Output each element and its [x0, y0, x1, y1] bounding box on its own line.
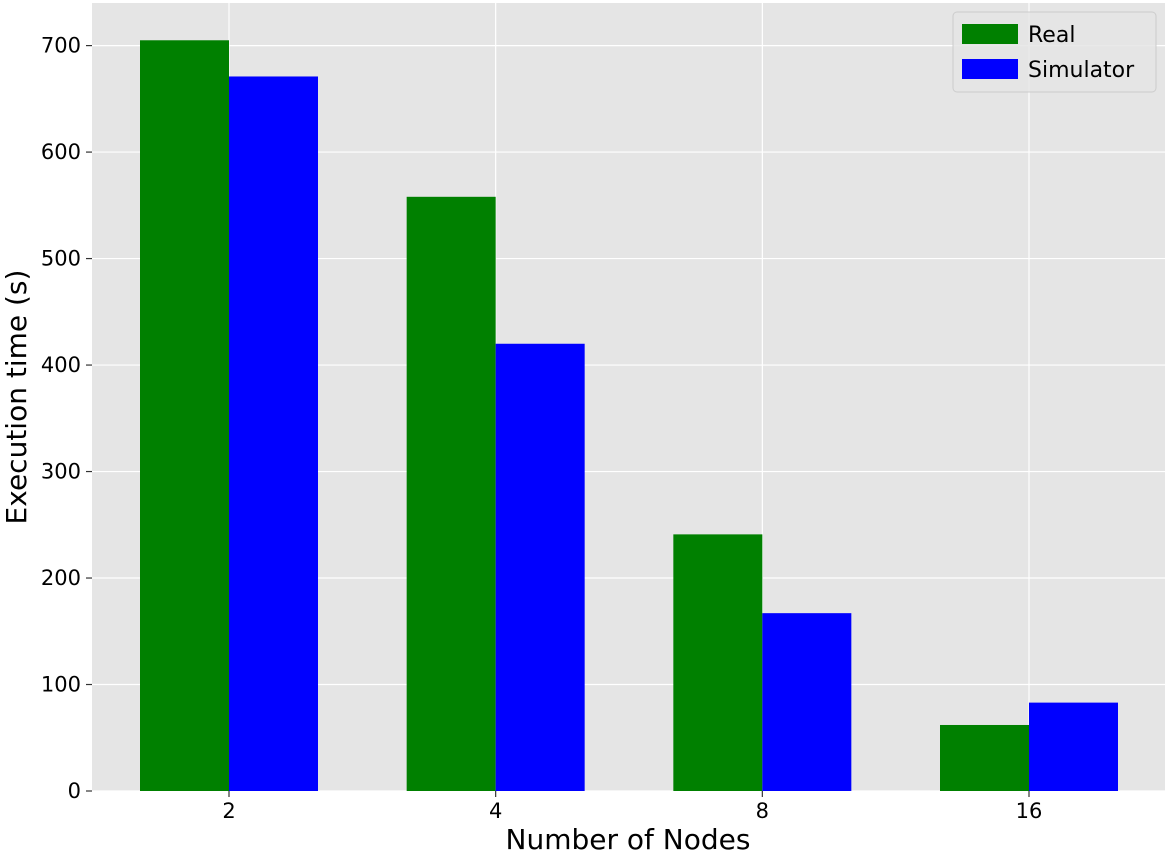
legend-label-simulator: Simulator [1028, 58, 1135, 83]
x-tick-label: 8 [756, 799, 769, 823]
y-axis-ticks: 0 100 200 300 400 500 600 700 [41, 34, 92, 803]
x-axis-ticks: 2 4 8 16 [222, 791, 1042, 823]
legend-swatch-simulator [962, 59, 1018, 79]
y-tick-label: 200 [41, 566, 81, 590]
y-tick-label: 100 [41, 673, 81, 697]
bar-simulator-8 [762, 613, 852, 791]
bar-simulator-4 [495, 343, 585, 791]
y-tick-label: 700 [41, 34, 81, 58]
y-tick-label: 400 [41, 353, 81, 377]
bar-simulator-2 [229, 76, 318, 791]
legend: Real Simulator [952, 11, 1157, 93]
legend-label-real: Real [1028, 23, 1075, 48]
x-tick-label: 2 [222, 799, 235, 823]
y-tick-label: 0 [68, 779, 81, 803]
x-tick-label: 4 [489, 799, 502, 823]
bar-real-16 [940, 724, 1029, 791]
bars [140, 40, 1118, 792]
y-tick-label: 600 [41, 140, 81, 164]
legend-swatch-real [962, 24, 1018, 44]
bar-real-2 [140, 40, 229, 792]
bar-real-4 [406, 196, 496, 791]
y-tick-label: 500 [41, 247, 81, 271]
bar-real-8 [673, 534, 763, 791]
y-axis-label: Execution time (s) [0, 270, 33, 525]
bar-simulator-16 [1029, 702, 1118, 791]
x-tick-label: 16 [1016, 799, 1043, 823]
y-tick-label: 300 [41, 460, 81, 484]
x-axis-label: Number of Nodes [506, 823, 751, 853]
